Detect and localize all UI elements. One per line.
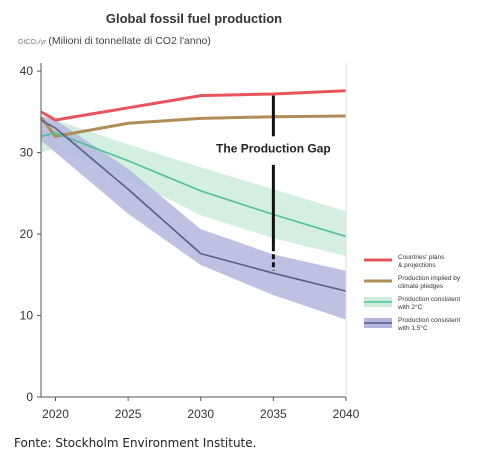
y-axis-unit-symbol: GtCO₂/yr (18, 39, 47, 46)
x-tick-label: 2030 (187, 407, 214, 421)
legend-label: Production consistent (398, 317, 460, 324)
series-line-4 (40, 119, 347, 292)
series-band-4 (41, 115, 346, 320)
legend-label-line2: climate pledges (398, 283, 444, 290)
legend-label-line2: with 2°C (397, 303, 423, 311)
chart-title: Global fossil fuel production (106, 11, 282, 26)
legend-label: Countries' plans (398, 254, 445, 261)
y-axis-unit: GtCO₂/yr (Milioni di tonnellate di CO2 l'… (18, 35, 211, 47)
y-tick-label: 30 (20, 146, 34, 160)
legend-label-line2: & projections (398, 262, 436, 269)
legend-label-line2: with 1.5°C (397, 324, 428, 332)
series-line-1 (40, 89, 347, 122)
x-tick-label: 2035 (260, 407, 287, 421)
y-tick-label: 20 (20, 227, 34, 241)
y-tick-label: 40 (20, 64, 34, 78)
source-note: Fonte: Stockholm Environment Institute. (14, 436, 256, 450)
legend-label: Production consistent (398, 296, 460, 303)
x-tick-label: 2025 (115, 407, 142, 421)
y-axis-unit-note: (Milioni di tonnellate di CO2 l'anno) (48, 35, 211, 47)
x-tick-label: 2040 (333, 407, 360, 421)
x-tick-label: 2020 (42, 407, 69, 421)
production-gap-label: The Production Gap (216, 142, 331, 156)
series-line-3 (40, 132, 347, 238)
y-tick-label: 10 (20, 309, 34, 323)
legend: Countries' plans& projections Production … (364, 254, 461, 332)
y-tick-label: 0 (26, 390, 33, 404)
legend-label: Production implied by (398, 275, 461, 282)
